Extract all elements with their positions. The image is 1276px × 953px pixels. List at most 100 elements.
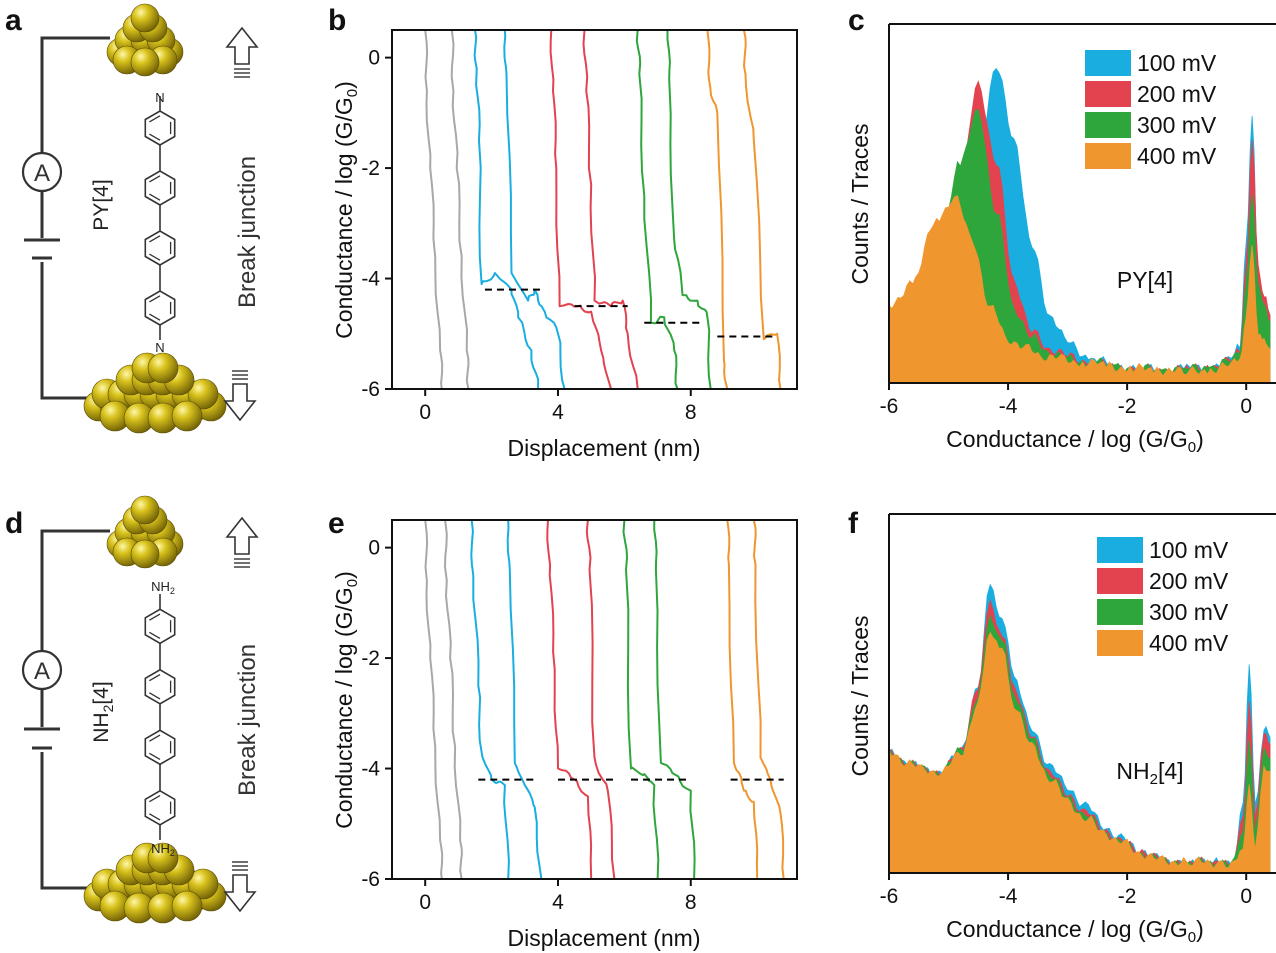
double-bond [149,794,161,803]
chart-c-histogram: -6 -4 -2 0 100 mV 200 mV 300 mV 400 mV [880,23,1276,418]
trace-line [635,30,679,389]
gold-atom [130,47,160,77]
x-tick-label: -6 [880,885,899,908]
double-bond [149,295,161,303]
chart-b-ylabel: Conductance / log (G/G0) [331,81,361,339]
chart-b-traces: 0 4 8 0 -2 -4 -6 [361,29,798,424]
schematic-d: A NH2 NH2 NH2[4] Break junction [21,495,261,924]
molecule-label-nh2-4: NH2[4] [90,681,116,743]
legend-label: 300 mV [1137,112,1217,138]
y-tick-label: -2 [361,157,380,180]
gold-atom [187,378,219,410]
molecule-label-py4: PY[4] [90,179,113,230]
x-tick-label: -4 [999,885,1018,908]
gold-atom [147,352,179,384]
double-bond [149,752,161,761]
legend-swatch [1085,50,1131,76]
y-tick-label: -2 [361,647,380,670]
legend-swatch [1097,599,1143,625]
ammeter-label: A [34,658,50,685]
plot-frame [391,519,798,880]
x-tick-label: -4 [999,395,1018,418]
double-bond [149,133,161,141]
gold-atom [171,890,203,922]
pull-down-arrow-icon [224,861,256,912]
trace-line [726,520,759,879]
ammeter-symbol: A [21,151,63,193]
double-bond [149,193,161,201]
benzene-ring [144,608,176,645]
chart-f-annotation: NH2[4] [1116,758,1183,788]
pull-up-arrow-icon [226,27,258,78]
chart-c-xlabel: Conductance / log (G/G0) [946,426,1204,456]
legend-swatch [1085,81,1131,107]
y-tick-label: -4 [361,758,380,781]
trace-line [444,520,463,879]
double-bond [149,613,161,621]
chart-b-xlabel: Displacement (nm) [508,435,701,461]
trace-line [450,30,470,389]
battery-symbol [24,727,60,750]
gold-atom [130,539,160,569]
x-tick-label: 0 [419,891,431,914]
legend-swatch [1085,143,1131,169]
molecule-py4-structure: NN [144,90,176,355]
chart-f-histogram: -6 -4 -2 0 100 mV 200 mV 300 mV 400 mV [880,513,1276,908]
trace-line [546,520,593,879]
legend-label: 200 mV [1149,568,1229,594]
double-bond [149,115,161,123]
y-tick-label: 0 [368,537,380,560]
chart-f-xlabel: Conductance / log (G/G0) [946,916,1204,946]
chart-e-ylabel: Conductance / log (G/G0) [331,571,361,829]
break-junction-label: Break junction [234,156,261,308]
gold-atom [147,842,179,874]
legend-swatch [1085,112,1131,138]
legend-label: 300 mV [1149,599,1229,625]
legend-label: 400 mV [1137,143,1217,169]
gold-electrode-top [106,3,184,77]
benzene-ring [144,668,176,705]
double-bond [149,631,161,640]
double-bond [149,673,161,682]
double-bond [149,253,161,261]
ammeter-label: A [34,160,50,187]
double-bond [149,235,161,243]
double-bond [149,734,161,742]
x-tick-label: -2 [1118,885,1137,908]
gold-electrode-bottom [83,352,227,434]
gold-atom [130,3,160,33]
legend-swatch [1097,537,1143,563]
chart-c-ylabel: Counts / Traces [847,123,873,284]
histogram-area [889,195,1271,383]
benzene-ring [144,789,176,826]
battery-symbol [24,238,60,260]
plot-frame [391,29,798,390]
plot-area [889,583,1271,873]
trace-line [424,520,444,879]
x-tick-label: -6 [880,395,899,418]
x-tick-label: 0 [419,401,431,424]
molecule-nh2-4-structure: NH2 NH2 [144,579,176,858]
trace-line [706,30,729,389]
chart-e-traces: 0 4 8 0 -2 -4 -6 [361,519,798,914]
chart-f-ylabel: Counts / Traces [847,615,873,776]
trace-line [582,30,639,389]
x-tick-label: 4 [552,401,564,424]
trace-line [742,30,782,389]
amine-label-bottom: NH2 [151,841,175,858]
gold-atom [130,495,160,525]
gold-electrode-top [106,495,184,569]
histogram-area [889,631,1271,873]
panel-label-d: d [5,507,23,540]
schematic-a: A NN PY[4] Break junction [21,3,261,434]
gold-atom [187,868,219,900]
x-tick-label: 8 [685,891,697,914]
nitrogen-label-top: N [155,90,164,105]
plot-area [889,67,1271,383]
y-tick-label: -6 [361,378,380,401]
x-tick-label: 4 [552,891,564,914]
double-bond [149,175,161,183]
plot-area [424,520,785,879]
trace-line [549,30,613,389]
